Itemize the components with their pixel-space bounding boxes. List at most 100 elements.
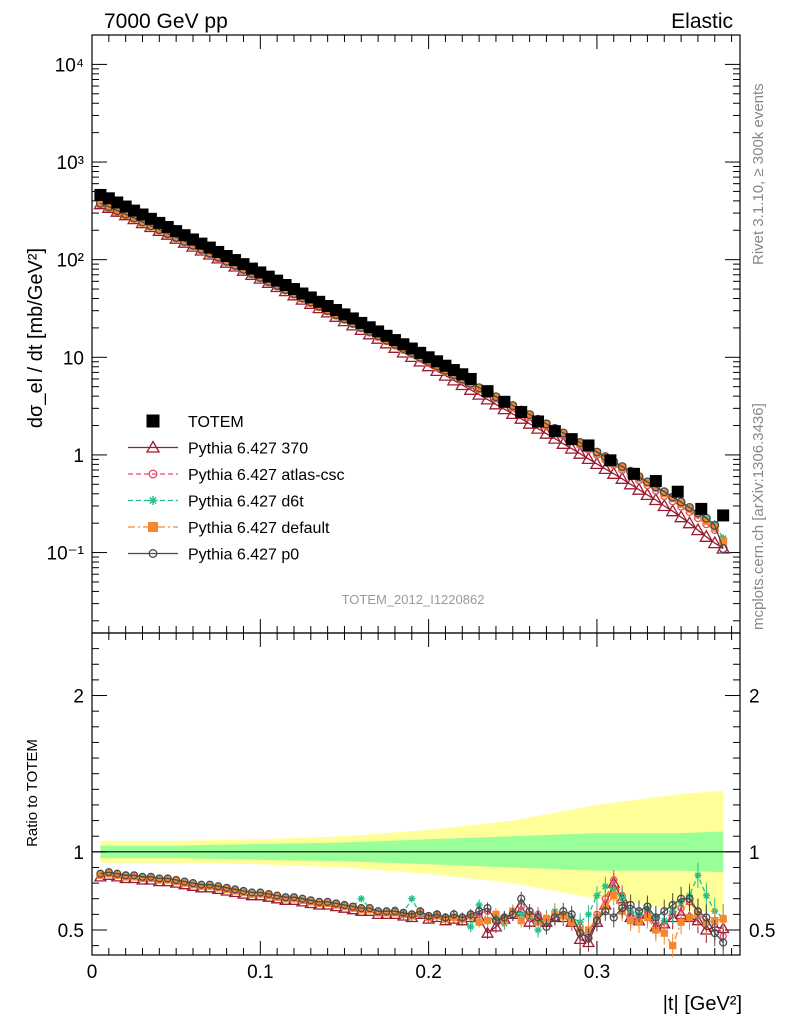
- data-point-pythia-6-427-p0: [718, 544, 728, 553]
- ratio-point-pythia-6-427-p0: [626, 900, 635, 910]
- ratio-point-pythia-6-427-p0: [163, 874, 172, 883]
- ratio-point-pythia-6-427-d6t: [408, 895, 416, 903]
- ratio-point-pythia-6-427-p0: [693, 907, 703, 916]
- data-point-pythia-6-427-p0: [592, 447, 602, 457]
- ratio-point-pythia-6-427-p0: [104, 868, 113, 877]
- ratio-point-pythia-6-427-p0: [424, 911, 433, 921]
- data-point-pythia-6-427-370: [640, 487, 655, 501]
- ratio-point-pythia-6-427-p0: [96, 869, 105, 878]
- ratio-point-pythia-6-427-p0: [449, 910, 458, 919]
- ratio-point-pythia-6-427-p0: [172, 875, 181, 885]
- ratio-point-pythia-6-427-default: [685, 913, 694, 922]
- ratio-point-pythia-6-427-p0: [719, 938, 728, 947]
- y-tick-label: 10³: [57, 153, 84, 174]
- data-point-pythia-6-427-370: [615, 471, 630, 484]
- ratio-point-pythia-6-427-p0: [550, 913, 559, 922]
- ratio-point-pythia-6-427-p0: [264, 889, 273, 899]
- ratio-point-pythia-6-427-p0: [239, 886, 248, 896]
- ratio-point-pythia-6-427-d6t: [534, 926, 542, 934]
- data-point-totem: [695, 502, 708, 515]
- data-point-pythia-6-427-370: [665, 503, 680, 517]
- ratio-point-pythia-6-427-p0: [500, 913, 509, 922]
- ratio-point-pythia-6-427-default: [719, 915, 727, 923]
- main-panel: 10⁻¹ 1 10 10² 10³ 10⁴: [47, 34, 741, 634]
- header-right: Elastic: [671, 10, 733, 33]
- data-point-pythia-6-427-p0: [710, 520, 720, 530]
- data-point-totem: [481, 385, 494, 398]
- data-point-pythia-6-427-370: [623, 476, 638, 490]
- data-point-pythia-6-427-370: [606, 466, 621, 479]
- source-note: mcplots.cern.ch [arXiv:1306.3436]: [750, 403, 767, 630]
- y-tick-label: 10⁴: [55, 55, 84, 76]
- data-point-totem: [515, 406, 528, 419]
- x-axis-label: |t| [GeV²]: [663, 993, 742, 1015]
- ratio-point-pythia-6-427-p0: [567, 910, 576, 919]
- ratio-point-pythia-6-427-default: [626, 916, 635, 925]
- data-point-pythia-6-427-370: [699, 529, 714, 542]
- data-point-pythia-6-427-370: [690, 522, 706, 536]
- legend-label: TOTEM: [188, 414, 244, 431]
- ratio-point-pythia-6-427-p0: [331, 899, 341, 908]
- ratio-point-pythia-6-427-default: [660, 929, 668, 937]
- ratio-point-pythia-6-427-p0: [508, 910, 517, 919]
- data-point-totem: [649, 475, 662, 488]
- ratio-point-pythia-6-427-p0: [491, 916, 501, 925]
- x-tick-label: 0: [87, 962, 98, 983]
- data-point-pythia-6-427-p0: [685, 502, 694, 512]
- ratio-point-pythia-6-427-p0: [180, 877, 189, 886]
- legend-marker-pythia-6-427-370: [145, 440, 161, 453]
- ratio-point-pythia-6-427-p0: [382, 907, 391, 916]
- series-line-pythia-6-427-default: [100, 203, 724, 542]
- ratio-point-pythia-6-427-p0: [289, 893, 299, 902]
- data-point-pythia-6-427-370: [716, 541, 731, 554]
- legend-label: Pythia 6.427 atlas-csc: [188, 467, 345, 484]
- header-left: 7000 GeV pp: [104, 10, 228, 33]
- legend-label: Pythia 6.427 p0: [188, 547, 299, 564]
- main-y-label: dσ_el / dt [mb/GeV²]: [25, 248, 47, 428]
- series-line-pythia-6-427-d6t: [100, 203, 724, 539]
- legend-marker-totem: [146, 414, 160, 428]
- data-point-pythia-6-427-370: [564, 441, 579, 454]
- ratio-point-pythia-6-427-p0: [584, 933, 593, 942]
- legend-marker-pythia-6-427-p0: [148, 549, 158, 558]
- ratio-point-pythia-6-427-p0: [643, 902, 652, 911]
- ratio-point-pythia-6-427-d6t: [593, 892, 601, 900]
- ratio-point-pythia-6-427-p0: [348, 902, 357, 911]
- legend: TOTEM Pythia 6.427 370 Pythia 6.427 atlas-…: [128, 414, 345, 564]
- ratio-point-pythia-6-427-default: [610, 891, 618, 900]
- ratio-point-pythia-6-427-p0: [559, 907, 568, 916]
- ratio-point-pythia-6-427-d6t: [584, 910, 593, 918]
- y-tick-label: 0.5: [749, 921, 775, 942]
- ratio-point-pythia-6-427-p0: [365, 904, 374, 913]
- ratio-point-pythia-6-427-default: [517, 916, 525, 925]
- ratio-y-label: Ratio to TOTEM: [24, 739, 41, 847]
- data-point-pythia-6-427-370: [589, 456, 605, 470]
- data-point-pythia-6-427-370: [572, 446, 588, 459]
- ratio-point-pythia-6-427-default: [677, 918, 685, 926]
- watermark: TOTEM_2012_I1220862: [342, 592, 485, 607]
- data-point-totem: [582, 439, 595, 452]
- ratio-point-pythia-6-427-p0: [357, 904, 366, 913]
- y-tick-label: 10: [63, 348, 84, 369]
- data-point-pythia-6-427-370: [673, 509, 689, 523]
- ratio-point-pythia-6-427-p0: [113, 869, 122, 878]
- ratio-point-pythia-6-427-p0: [273, 891, 282, 900]
- ratio-point-pythia-6-427-370: [489, 920, 503, 932]
- ratio-point-pythia-6-427-p0: [609, 913, 618, 922]
- ratio-point-pythia-6-427-p0: [407, 910, 416, 919]
- ratio-point-pythia-6-427-p0: [323, 897, 332, 906]
- ratio-point-pythia-6-427-p0: [306, 896, 315, 905]
- ratio-point-pythia-6-427-p0: [710, 929, 719, 938]
- ratio-point-pythia-6-427-p0: [483, 904, 492, 913]
- ratio-point-pythia-6-427-p0: [155, 874, 164, 883]
- legend-label: Pythia 6.427 d6t: [188, 494, 304, 511]
- data-point-pythia-6-427-370: [657, 498, 672, 512]
- ratio-point-pythia-6-427-p0: [517, 894, 526, 903]
- ratio-point-pythia-6-427-p0: [668, 900, 677, 910]
- data-point-pythia-6-427-370: [547, 431, 563, 444]
- data-point-totem: [604, 454, 617, 467]
- ratio-point-pythia-6-427-default: [475, 918, 483, 926]
- data-point-totem: [565, 433, 578, 446]
- ratio-point-pythia-6-427-p0: [685, 894, 694, 903]
